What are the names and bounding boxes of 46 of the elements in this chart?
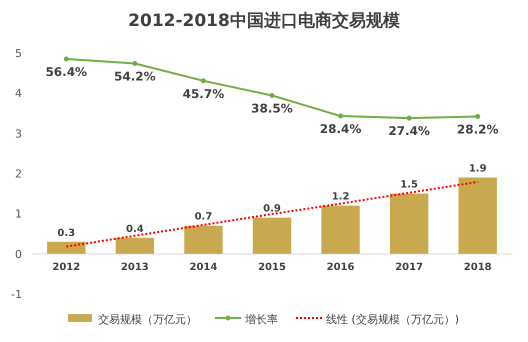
y-tick-label: -1 bbox=[11, 288, 22, 301]
x-tick-label: 2012 bbox=[52, 262, 80, 273]
y-tick-label: 0 bbox=[15, 248, 22, 261]
point bbox=[475, 114, 480, 119]
x-tick-label: 2013 bbox=[120, 262, 149, 273]
data-label: 38.5% bbox=[251, 101, 293, 116]
y-tick-label: 1 bbox=[15, 208, 22, 221]
legend-label: 交易规模（万亿元） bbox=[98, 313, 197, 326]
bar bbox=[458, 178, 497, 254]
point bbox=[64, 56, 69, 62]
legend-label: 线性 (交易规模（万亿元）) bbox=[326, 313, 460, 326]
bar bbox=[47, 242, 86, 254]
point bbox=[270, 92, 274, 98]
data-label: 0.4 bbox=[126, 224, 144, 235]
point bbox=[132, 61, 138, 66]
bar bbox=[184, 226, 223, 254]
x-tick-label: 2017 bbox=[395, 262, 424, 273]
data-label: 1.5 bbox=[400, 180, 418, 191]
data-label: 45.7% bbox=[182, 86, 224, 101]
x-tick-label: 2016 bbox=[326, 262, 355, 273]
bar bbox=[390, 194, 428, 254]
data-label: 28.4% bbox=[320, 122, 362, 136]
x-tick-label: 2018 bbox=[464, 262, 492, 273]
data-label: 0.7 bbox=[194, 212, 212, 223]
legend-label: 增长率 bbox=[244, 313, 278, 326]
y-tick-label: 4 bbox=[15, 87, 22, 100]
bar bbox=[252, 218, 292, 254]
data-label: 1.9 bbox=[468, 164, 487, 175]
chart-title: 2012-2018中国进口电商交易规模 bbox=[128, 11, 400, 31]
point bbox=[200, 78, 206, 84]
data-label: 1.2 bbox=[332, 192, 350, 203]
y-tick-label: 3 bbox=[15, 127, 22, 140]
data-label: 0.9 bbox=[263, 204, 281, 215]
y-tick-label: 2 bbox=[15, 168, 22, 180]
bar bbox=[116, 238, 154, 254]
data-label: 54.2% bbox=[114, 70, 156, 84]
bar bbox=[321, 206, 360, 254]
x-tick-label: 2015 bbox=[258, 262, 286, 273]
data-label: 27.4% bbox=[388, 124, 430, 138]
x-tick-label: 2014 bbox=[190, 262, 218, 273]
point bbox=[338, 114, 344, 119]
data-label: 0.3 bbox=[57, 228, 76, 239]
y-tick-label: 5 bbox=[15, 47, 22, 60]
data-label: 28.2% bbox=[456, 122, 499, 136]
data-label: 56.4% bbox=[45, 65, 88, 80]
point bbox=[406, 116, 412, 121]
